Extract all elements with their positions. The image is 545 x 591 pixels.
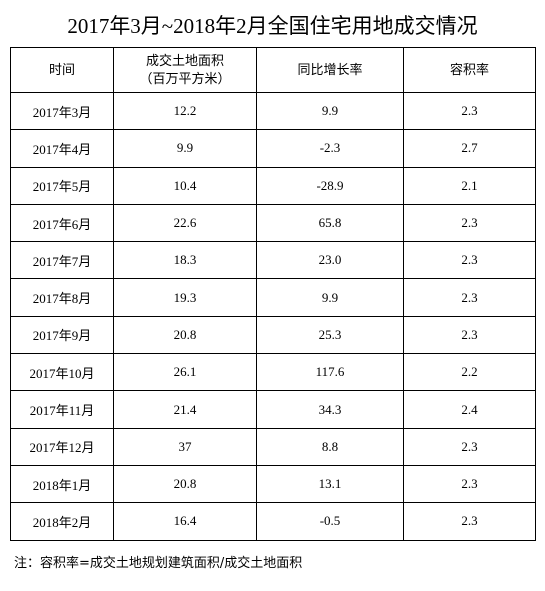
table-row: 2017年8月 19.3 9.9 2.3 xyxy=(10,278,536,317)
table-row: 2018年2月 16.4 -0.5 2.3 xyxy=(10,502,536,541)
table-cell: 8.8 xyxy=(256,427,404,466)
table-cell: 19.3 xyxy=(113,278,257,317)
header-line: （百万平方米） xyxy=(139,71,231,86)
table-row: 2017年9月 20.8 25.3 2.3 xyxy=(10,315,536,355)
footnote: 注：容积率=成交土地规划建筑面积/成交土地面积 xyxy=(14,556,303,571)
title: 2017年3月~2018年2月全国住宅用地成交情况 xyxy=(67,14,478,38)
table-cell: 22.6 xyxy=(113,203,257,243)
table-cell: 12.2 xyxy=(113,91,257,131)
table-cell: 2017年7月 xyxy=(10,241,114,280)
header-row: 时间 成交土地面积 （百万平方米） 同比增长率 容积率 xyxy=(10,47,536,93)
table-cell: 2017年12月 xyxy=(10,427,114,466)
table-row: 2017年10月 26.1 117.6 2.2 xyxy=(10,353,536,392)
header-cell: 容积率 xyxy=(403,47,536,93)
table-cell: 2.7 xyxy=(403,129,536,168)
table-cell: 2.3 xyxy=(403,91,536,131)
table-cell: 13.1 xyxy=(256,464,404,504)
table-cell: 2.3 xyxy=(403,203,536,243)
table-cell: 2.3 xyxy=(403,464,536,504)
table-cell: 16.4 xyxy=(113,502,257,541)
table-cell: 2017年11月 xyxy=(10,390,114,429)
table-cell: 2.2 xyxy=(403,353,536,392)
table-cell: 2017年3月 xyxy=(10,91,114,131)
table-row: 2017年5月 10.4 -28.9 2.1 xyxy=(10,166,536,205)
table-cell: -28.9 xyxy=(256,166,404,205)
table-cell: 2.1 xyxy=(403,166,536,205)
table-cell: 2018年1月 xyxy=(10,464,114,504)
table-row: 2017年3月 12.2 9.9 2.3 xyxy=(10,91,536,131)
header-cell: 同比增长率 xyxy=(256,47,404,93)
table-cell: 9.9 xyxy=(256,91,404,131)
table-cell: 117.6 xyxy=(256,353,404,392)
table-cell: 10.4 xyxy=(113,166,257,205)
table-cell: 20.8 xyxy=(113,315,257,355)
table-cell: 65.8 xyxy=(256,203,404,243)
table-cell: 21.4 xyxy=(113,390,257,429)
table-cell: -2.3 xyxy=(256,129,404,168)
data-table: 时间 成交土地面积 （百万平方米） 同比增长率 容积率 2017年3月 12.2 9.9 2.… xyxy=(10,47,536,541)
table-row: 2017年4月 9.9 -2.3 2.7 xyxy=(10,129,536,168)
table-row: 2017年11月 21.4 34.3 2.4 xyxy=(10,390,536,429)
header-line: 成交土地面积 xyxy=(145,53,224,68)
table-cell: 2017年8月 xyxy=(10,278,114,317)
table-cell: 2.4 xyxy=(403,390,536,429)
table-cell: 2017年9月 xyxy=(10,315,114,355)
table-cell: 23.0 xyxy=(256,241,404,280)
header-cell: 时间 xyxy=(10,47,114,93)
table-row: 2017年6月 22.6 65.8 2.3 xyxy=(10,203,536,243)
table-cell: 37 xyxy=(113,427,257,466)
table-cell: 2017年6月 xyxy=(10,203,114,243)
table-cell: 9.9 xyxy=(113,129,257,168)
table-cell: 2.3 xyxy=(403,315,536,355)
table-row: 2018年1月 20.8 13.1 2.3 xyxy=(10,464,536,504)
table-cell: 2017年5月 xyxy=(10,166,114,205)
table-body: 2017年3月 12.2 9.9 2.3 2017年4月 9.9 -2.3 2.7 2017年5… xyxy=(10,91,536,541)
table-cell: 20.8 xyxy=(113,464,257,504)
table-row: 2017年7月 18.3 23.0 2.3 xyxy=(10,241,536,280)
table-cell: 2017年4月 xyxy=(10,129,114,168)
table-cell: 18.3 xyxy=(113,241,257,280)
table-cell: 26.1 xyxy=(113,353,257,392)
table-cell: 25.3 xyxy=(256,315,404,355)
header-cell: 成交土地面积 （百万平方米） xyxy=(113,47,257,93)
table-cell: 2018年2月 xyxy=(10,502,114,541)
table-cell: 9.9 xyxy=(256,278,404,317)
table-cell: 2.3 xyxy=(403,278,536,317)
table-cell: -0.5 xyxy=(256,502,404,541)
table-cell: 34.3 xyxy=(256,390,404,429)
table-cell: 2.3 xyxy=(403,427,536,466)
table-row: 2017年12月 37 8.8 2.3 xyxy=(10,427,536,466)
table-cell: 2017年10月 xyxy=(10,353,114,392)
table-cell: 2.3 xyxy=(403,502,536,541)
table-cell: 2.3 xyxy=(403,241,536,280)
